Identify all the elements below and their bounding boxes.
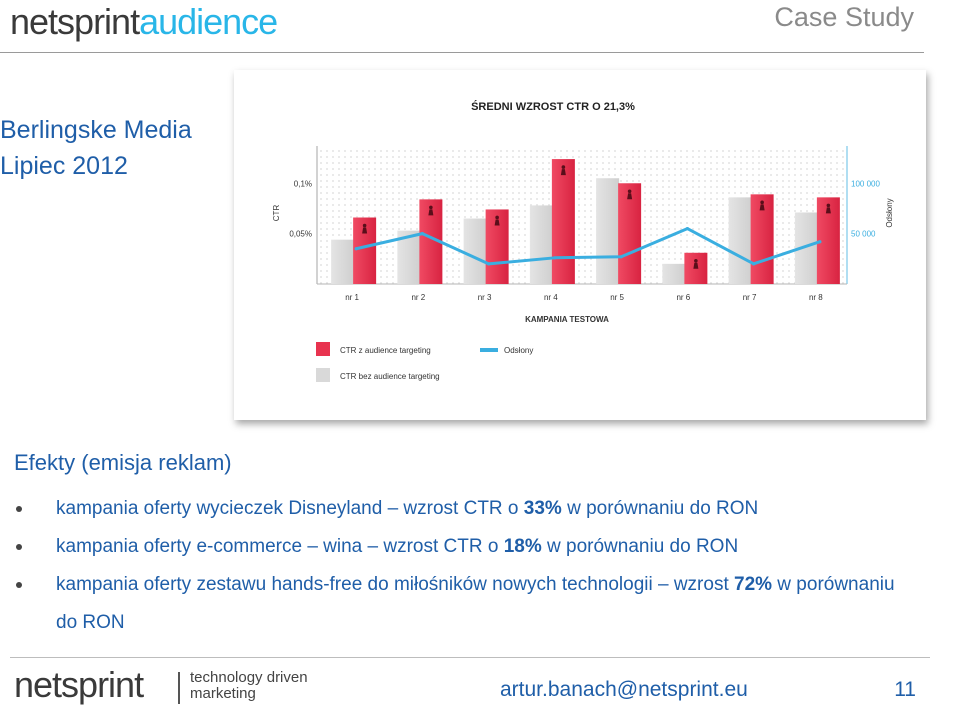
- legend-label: CTR bez audience targeting: [340, 372, 440, 381]
- y-axis-label: CTR: [272, 205, 281, 222]
- footer-divider: [10, 657, 930, 658]
- ctr-chart: ŚREDNI WZROST CTR O 21,3% 0,05% 0,1% 50 00…: [272, 100, 894, 382]
- person-icon-body: [494, 219, 500, 226]
- legend-label: CTR z audience targeting: [340, 346, 431, 355]
- y2-tick-label: 50 000: [851, 230, 876, 239]
- person-icon-body: [825, 207, 831, 214]
- person-icon-body: [560, 169, 566, 176]
- bar-ctr-bez-1: [331, 239, 355, 284]
- x-tick-label: nr 5: [610, 293, 624, 302]
- person-icon: [362, 223, 368, 234]
- odslony-point-7: [752, 262, 756, 266]
- logo-separator: [178, 672, 180, 704]
- netsprint-logo: netsprint: [14, 664, 144, 705]
- effects-title: Efekty (emisja reklam): [14, 450, 232, 475]
- x-tick-label: nr 6: [676, 293, 690, 302]
- bar-ctr-bez-3: [463, 218, 487, 284]
- odslony-point-2: [420, 232, 424, 236]
- case-study-label: Case Study: [774, 2, 914, 32]
- list-item: kampania oferty wycieczek Disneyland – w…: [14, 490, 914, 528]
- person-icon-body: [428, 209, 434, 216]
- x-tick-label: nr 3: [478, 293, 492, 302]
- bar-ctr-bez-8: [794, 212, 818, 284]
- legend-swatch: [316, 368, 330, 382]
- bar-ctr-z-3: [485, 209, 509, 284]
- chart-card: ŚREDNI WZROST CTR O 21,3% 0,05% 0,1% 50 00…: [234, 70, 926, 420]
- header-divider: [0, 52, 924, 53]
- bold-value: 72%: [734, 574, 773, 595]
- y2-tick-label: 100 000: [851, 179, 880, 188]
- bar-ctr-bez-2: [397, 230, 421, 284]
- legend-swatch: [480, 348, 498, 352]
- chart-title: ŚREDNI WZROST CTR O 21,3%: [471, 100, 635, 113]
- odslony-point-4: [553, 256, 557, 260]
- x-tick-label: nr 7: [743, 293, 757, 302]
- person-icon: [627, 189, 633, 200]
- bold-value: 33%: [523, 498, 562, 519]
- person-icon-head: [627, 189, 632, 194]
- person-icon-head: [694, 258, 698, 263]
- person-icon-head: [826, 203, 831, 208]
- bar-ctr-z-5: [618, 183, 642, 284]
- person-icon-head: [561, 165, 566, 169]
- person-icon: [693, 258, 699, 269]
- bar-ctr-bez-5: [596, 178, 620, 284]
- person-icon-body: [693, 262, 699, 269]
- person-icon-body: [362, 227, 368, 234]
- person-icon-body: [627, 193, 633, 200]
- contact-email[interactable]: artur.banach@netsprint.eu: [500, 678, 748, 701]
- x-axis-label: KAMPANIA TESTOWA: [525, 315, 609, 324]
- list-item: kampania oferty zestawu hands-free do mi…: [14, 566, 914, 642]
- client-name: Berlingske Media: [0, 116, 192, 144]
- list-item: kampania oferty e-commerce – wina – wzro…: [14, 528, 914, 566]
- bar-ctr-z-2: [419, 199, 443, 284]
- person-icon: [759, 200, 765, 211]
- client-date: Lipiec 2012: [0, 152, 128, 180]
- odslony-point-8: [818, 240, 822, 244]
- person-icon-body: [759, 204, 765, 211]
- person-icon: [560, 165, 566, 176]
- legend-swatch: [316, 342, 330, 356]
- bar-ctr-z-4: [551, 159, 575, 284]
- y2-axis-label: Odsłony: [885, 198, 894, 227]
- person-icon-head: [362, 223, 367, 228]
- x-tick-label: nr 4: [544, 293, 558, 302]
- x-tick-label: nr 2: [411, 293, 425, 302]
- bar-ctr-bez-6: [662, 263, 686, 284]
- logo-word-netsprint: netsprint: [10, 1, 140, 42]
- person-icon: [825, 203, 831, 214]
- client-block: Berlingske Media Lipiec 2012: [0, 112, 192, 184]
- person-icon-head: [760, 200, 764, 205]
- odslony-line: [355, 227, 821, 266]
- x-tick-label: nr 8: [809, 293, 823, 302]
- y-tick-label: 0,1%: [294, 179, 312, 188]
- page-number: 11: [894, 678, 916, 701]
- person-icon-head: [495, 215, 499, 220]
- person-icon: [494, 215, 500, 226]
- odslony-point-5: [619, 255, 623, 259]
- tagline: technology driven marketing: [190, 669, 308, 702]
- odslony-point-6: [685, 226, 689, 231]
- effects-list: kampania oferty wycieczek Disneyland – w…: [14, 490, 914, 642]
- bar-ctr-bez-7: [728, 197, 752, 284]
- odslony-point-3: [487, 262, 491, 266]
- bar-ctr-z-1: [353, 217, 377, 284]
- x-tick-label: nr 1: [345, 293, 359, 302]
- bar-ctr-bez-4: [529, 205, 553, 284]
- y-tick-label: 0,05%: [289, 230, 312, 239]
- person-icon-head: [429, 205, 433, 210]
- odslony-point-1: [354, 247, 358, 251]
- logo-word-audience: audience: [139, 1, 278, 42]
- legend-label: Odsłony: [504, 346, 533, 355]
- netsprint-audience-logo: netsprintaudience: [10, 0, 278, 44]
- bold-value: 18%: [503, 536, 542, 557]
- person-icon: [428, 205, 434, 216]
- bar-ctr-z-8: [816, 197, 840, 284]
